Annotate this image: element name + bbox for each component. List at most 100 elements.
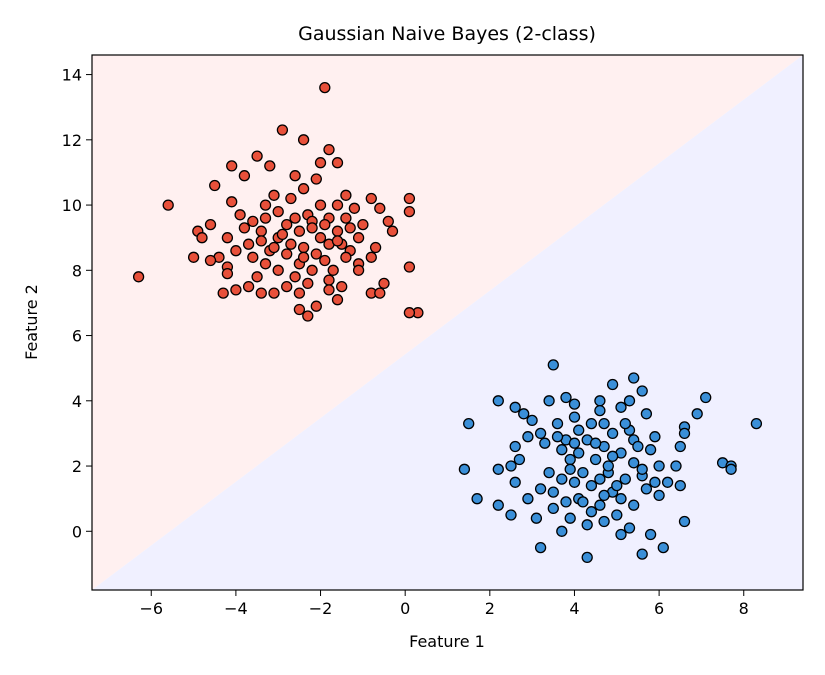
data-point: [543, 395, 555, 407]
x-tick-label: 2: [485, 599, 495, 618]
data-point: [623, 395, 636, 407]
data-point: [293, 303, 306, 316]
data-point: [242, 238, 255, 250]
data-point: [492, 499, 504, 511]
data-point: [259, 199, 272, 211]
data-point: [297, 134, 310, 146]
data-point: [598, 489, 610, 502]
data-point: [276, 124, 289, 136]
data-point: [369, 241, 382, 254]
data-point: [323, 274, 335, 286]
data-point: [268, 241, 280, 254]
data-point: [132, 271, 145, 283]
data-point: [403, 192, 416, 205]
data-point: [331, 199, 344, 211]
y-tick-label: 6: [72, 327, 82, 346]
data-point: [319, 218, 331, 231]
plot-frame: [91, 54, 804, 591]
data-point: [568, 437, 581, 449]
data-point: [255, 225, 267, 237]
data-point: [551, 417, 564, 430]
data-point: [556, 525, 568, 537]
data-point: [331, 225, 344, 237]
x-tick-label: 6: [654, 599, 664, 618]
data-point: [323, 284, 335, 296]
data-point: [547, 486, 559, 498]
data-point: [518, 408, 530, 420]
data-point: [340, 212, 352, 224]
data-point: [534, 541, 547, 554]
data-point: [585, 479, 598, 492]
data-point: [348, 202, 361, 214]
data-point: [678, 515, 691, 528]
data-point: [255, 235, 267, 247]
data-point: [509, 440, 521, 453]
data-point: [272, 205, 284, 218]
data-point: [602, 460, 614, 472]
chart-title: Gaussian Naive Bayes (2-class): [298, 23, 596, 45]
data-point: [661, 476, 674, 488]
data-point: [623, 522, 636, 534]
data-point: [230, 245, 242, 257]
data-point: [259, 258, 272, 270]
data-point: [564, 463, 576, 475]
data-point: [374, 202, 386, 214]
data-point: [636, 463, 648, 475]
data-point: [403, 307, 416, 319]
data-point: [310, 300, 322, 312]
data-point: [463, 417, 475, 430]
data-point: [297, 183, 310, 195]
data-point: [331, 294, 344, 306]
data-point: [644, 528, 657, 541]
data-point: [581, 551, 593, 564]
data-point: [606, 427, 619, 440]
data-point: [585, 417, 598, 430]
data-point: [247, 215, 259, 228]
data-point: [581, 519, 593, 531]
data-point: [403, 205, 416, 218]
data-point: [306, 264, 318, 276]
data-point: [509, 476, 521, 488]
data-point: [323, 143, 335, 156]
data-point: [336, 280, 348, 293]
data-point: [268, 287, 280, 299]
data-point: [374, 287, 386, 299]
data-point: [594, 473, 606, 485]
data-point: [357, 218, 369, 231]
data-point: [230, 284, 242, 296]
data-point: [302, 310, 314, 322]
data-point: [247, 251, 259, 263]
data-point: [505, 509, 517, 521]
data-point: [678, 427, 691, 440]
data-point: [365, 251, 377, 263]
data-point: [653, 489, 665, 502]
data-point: [382, 215, 394, 228]
x-tick-label: 0: [400, 599, 410, 618]
data-point: [691, 408, 703, 420]
data-point: [289, 271, 301, 283]
data-point: [522, 431, 534, 443]
data-point: [547, 502, 559, 515]
data-point: [365, 192, 377, 205]
data-point: [564, 453, 576, 466]
data-point: [276, 228, 289, 241]
data-point: [619, 417, 631, 430]
data-point: [297, 241, 310, 254]
data-point: [577, 466, 589, 479]
y-axis: 0 2 4 6 8 10 12 14: [62, 66, 92, 541]
data-point: [674, 440, 686, 453]
data-point: [340, 189, 352, 201]
data-point: [556, 444, 568, 456]
data-point: [217, 287, 229, 299]
data-point: [378, 277, 390, 290]
data-point: [611, 479, 623, 492]
data-point: [568, 398, 581, 410]
data-point: [577, 496, 589, 508]
data-point: [628, 372, 640, 384]
data-point: [458, 463, 471, 475]
data-point: [264, 160, 276, 172]
y-axis-label: Feature 2: [22, 284, 41, 360]
data-point: [573, 424, 585, 436]
data-point: [628, 457, 640, 469]
